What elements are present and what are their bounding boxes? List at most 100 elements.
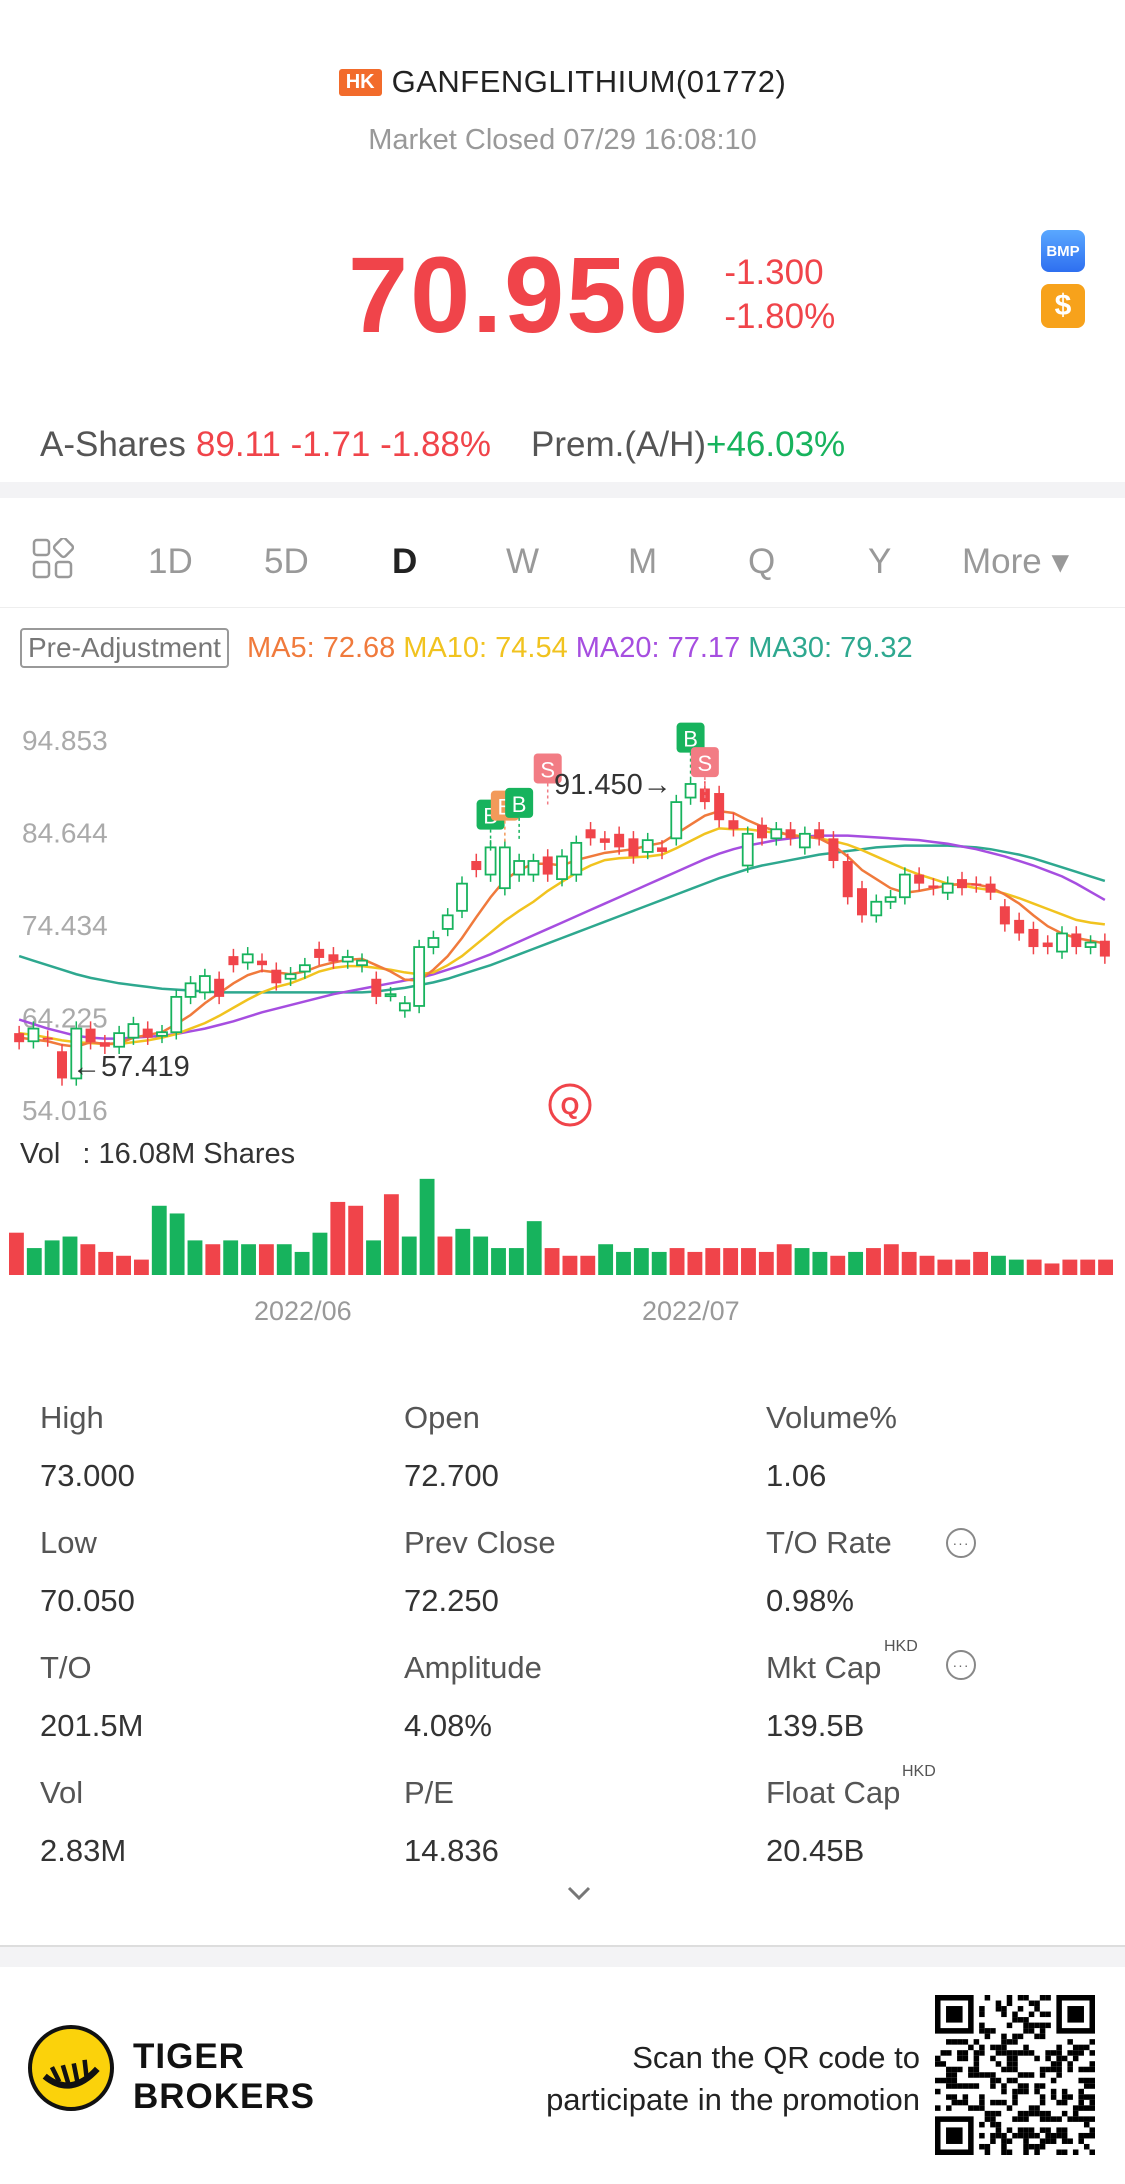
- volume-bar: [1080, 1259, 1096, 1275]
- candle: [1099, 933, 1110, 964]
- candle: [1056, 926, 1068, 959]
- qr-module: [1001, 2006, 1007, 2012]
- candle: [914, 867, 925, 891]
- qr-module: [1006, 2039, 1013, 2045]
- volume-bar: [1026, 1259, 1042, 1275]
- qr-module: [1001, 2149, 1007, 2155]
- stat-prev-close-value: 72.250: [404, 1583, 499, 1618]
- to-rate-info-icon[interactable]: ···: [946, 1528, 976, 1558]
- qr-module: [1050, 2094, 1057, 2100]
- tab-m[interactable]: M: [628, 542, 658, 581]
- q-marker[interactable]: Q: [548, 1083, 592, 1127]
- qr-module: [995, 2000, 1002, 2007]
- price-changes: -1.300 -1.80%: [724, 253, 835, 337]
- x-tick-2022-06: 2022/06: [254, 1296, 352, 1326]
- trade-marker[interactable]: B: [676, 722, 705, 775]
- volume-bar: [973, 1251, 989, 1275]
- candle: [484, 840, 497, 882]
- qr-module: [1067, 2116, 1073, 2122]
- ashares-row[interactable]: A-Shares 89.11 -1.71 -1.88% Prem.(A/H) +4…: [40, 425, 845, 465]
- tab-d[interactable]: D: [392, 542, 418, 581]
- qr-module: [1045, 2011, 1051, 2018]
- trade-marker[interactable]: S: [533, 753, 562, 806]
- tiger-logo-icon: [28, 2025, 114, 2111]
- volume-bar: [526, 1221, 542, 1275]
- qr-module: [1023, 2149, 1029, 2155]
- qr-module: [1028, 2011, 1035, 2018]
- qr-module: [1083, 2083, 1090, 2089]
- brand-line-2: BROKERS: [133, 2077, 316, 2116]
- qr-module: [1034, 2033, 1040, 2040]
- candle: [757, 817, 767, 846]
- volume-bar: [883, 1244, 899, 1275]
- qr-module: [1061, 2055, 1068, 2062]
- tab-1d[interactable]: 1D: [148, 542, 193, 581]
- qr-module: [1028, 2000, 1035, 2007]
- qr-module: [1023, 1995, 1029, 2001]
- qr-module: [1039, 2116, 1046, 2122]
- stat-pe-value: 14.836: [404, 1833, 499, 1868]
- qr-module: [1089, 2127, 1095, 2133]
- chevron-down-icon[interactable]: [566, 1880, 592, 1906]
- dollar-icon[interactable]: $: [1041, 284, 1085, 328]
- trade-marker[interactable]: B: [505, 787, 534, 840]
- qr-module: [1078, 2099, 1084, 2106]
- qr-code[interactable]: [935, 1995, 1095, 2155]
- tab-5d[interactable]: 5D: [264, 542, 309, 581]
- qr-module: [962, 2050, 969, 2056]
- qr-module: [1034, 2105, 1040, 2111]
- trade-marker-label: B: [683, 727, 698, 752]
- qr-module: [1028, 2050, 1035, 2056]
- qr-module: [1039, 2127, 1046, 2133]
- volume-bar: [901, 1251, 917, 1275]
- stat-mkt-cap-label: Mkt Cap: [766, 1650, 882, 1685]
- market-badge: HK: [338, 68, 382, 96]
- candle: [928, 878, 939, 896]
- qr-module: [1017, 2127, 1024, 2133]
- qr-module: [1083, 2077, 1090, 2084]
- q-marker-label: Q: [561, 1093, 580, 1120]
- qr-module: [1001, 2099, 1007, 2106]
- tab-w[interactable]: W: [506, 542, 540, 581]
- qr-module: [1006, 2127, 1013, 2133]
- qr-module: [1023, 2127, 1029, 2133]
- qr-module: [962, 2099, 969, 2106]
- qr-module: [1089, 2116, 1095, 2122]
- qr-module: [1067, 2138, 1073, 2144]
- qr-module: [1006, 2066, 1013, 2073]
- trade-marker[interactable]: S: [690, 747, 719, 800]
- pre-adjustment-button[interactable]: Pre-Adjustment: [20, 628, 229, 668]
- qr-module: [1034, 2000, 1040, 2007]
- last-price: 70.950: [348, 234, 691, 355]
- qr-module: [940, 2050, 947, 2056]
- candle: [542, 849, 553, 882]
- stat-float-cap-label: Float Cap: [766, 1775, 901, 1810]
- qr-module: [995, 2121, 1002, 2128]
- stat-high: High 73.000: [40, 1400, 135, 1494]
- qr-module: [1012, 2132, 1018, 2139]
- volume-bar: [258, 1244, 274, 1275]
- qr-module: [968, 2072, 974, 2078]
- trade-marker-label: S: [698, 751, 713, 776]
- volume-bar: [830, 1255, 846, 1275]
- qr-module: [1001, 2039, 1007, 2045]
- qr-module: [973, 2039, 980, 2045]
- qr-module: [1001, 2088, 1007, 2095]
- tab-q[interactable]: Q: [748, 542, 776, 581]
- volume-bar: [758, 1251, 774, 1275]
- volume-bar: [580, 1255, 596, 1275]
- qr-module: [1023, 2044, 1029, 2051]
- ashares-value: 89.11 -1.71 -1.88%: [195, 425, 492, 464]
- tab-y[interactable]: Y: [868, 542, 892, 581]
- qr-module: [1089, 2094, 1095, 2100]
- layout-grid-icon[interactable]: [32, 538, 74, 580]
- candle: [42, 1030, 53, 1047]
- tab-more[interactable]: More ▾: [962, 542, 1070, 581]
- mkt-cap-info-icon[interactable]: ···: [946, 1650, 976, 1680]
- qr-module: [1067, 2050, 1073, 2056]
- volume-bar: [616, 1251, 631, 1275]
- qr-module: [1028, 2127, 1035, 2133]
- candle: [556, 849, 568, 887]
- bmp-icon[interactable]: BMP: [1041, 230, 1085, 272]
